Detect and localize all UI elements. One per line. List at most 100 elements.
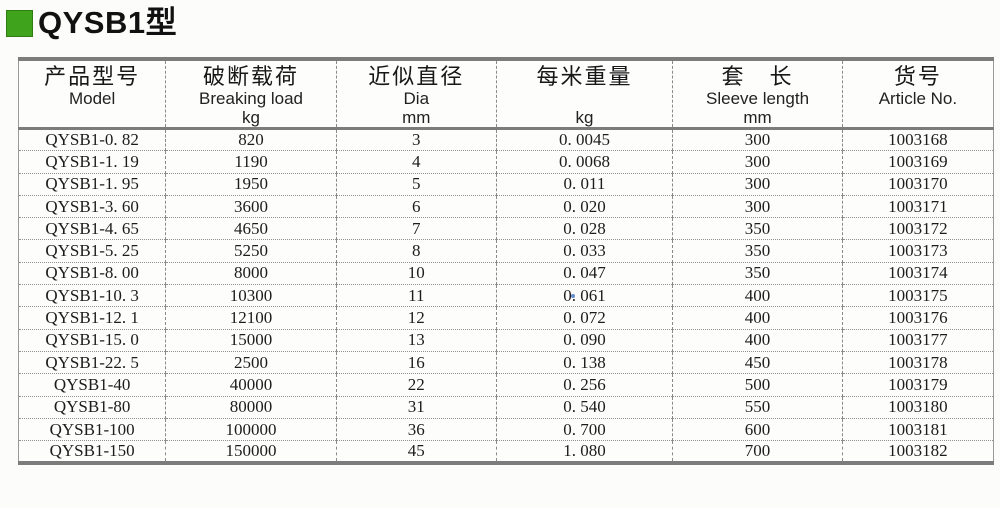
spec-table: 产品型号 Model 破断载荷 Breaking load kg 近似直径 Di… (17, 57, 995, 466)
table-cell: 1190 (165, 150, 337, 174)
table-cell: 12 (335, 306, 497, 330)
table-row: QYSB1-5. 25 5250 8 0. 033 350 1003173 (17, 239, 995, 263)
table-cell: 350 (672, 261, 843, 285)
table-cell: 1003168 (841, 127, 995, 151)
col-header-sleeve-length-unit: mm (743, 108, 772, 127)
table-cell: 0. 0068 (495, 150, 674, 174)
col-header-dia-en: Dia (403, 89, 430, 108)
table-cell: 10300 (165, 284, 337, 307)
table-cell: 3600 (165, 194, 337, 218)
table-cell: 1. 080 (495, 440, 674, 464)
table-cell: 4650 (165, 217, 337, 240)
col-header-breaking-load-unit: kg (242, 108, 261, 127)
table-cell: 150000 (165, 440, 337, 464)
table-row: QYSB1-12. 1 12100 12 0. 072 400 1003176 (17, 306, 995, 330)
table-cell: QYSB1-3. 60 (17, 194, 167, 218)
table-cell: 0. 020 (495, 194, 674, 218)
col-header-model: 产品型号 Model (17, 59, 167, 130)
table-cell: 400 (672, 306, 843, 330)
table-cell: 6 (335, 194, 497, 218)
table-cell: 1003182 (841, 440, 995, 464)
table-cell: 820 (165, 127, 337, 151)
table-cell: 450 (672, 350, 843, 374)
col-header-weight-per-meter: 每米重量 kg (495, 59, 674, 130)
table-cell: 1003180 (841, 395, 995, 419)
table-cell: 1003181 (841, 417, 995, 441)
table-cell: 0. 072 (495, 306, 674, 330)
table-cell: QYSB1-12. 1 (17, 306, 167, 330)
table-cell: 45 (335, 440, 497, 464)
table-cell: 1003173 (841, 239, 995, 263)
table-body: QYSB1-0. 82 820 3 0. 0045 300 1003168 QYSB1-1.… (17, 127, 995, 464)
col-header-breaking-load-zh: 破断载荷 (203, 64, 300, 89)
table-cell: 700 (672, 440, 843, 464)
col-header-dia: 近似直径 Dia mm (335, 59, 497, 130)
table-cell: 0. 256 (495, 373, 674, 397)
table-cell: 400 (672, 328, 843, 352)
table-cell: 1003172 (841, 217, 995, 240)
table-cell: 1003178 (841, 350, 995, 374)
table-cell: 10 (335, 261, 497, 285)
table-row: QYSB1-3. 60 3600 6 0. 020 300 1003171 (17, 194, 995, 218)
table-cell: 300 (672, 150, 843, 174)
col-header-article-no-zh: 货号 (893, 64, 942, 89)
spec-table-container: 产品型号 Model 破断载荷 Breaking load kg 近似直径 Di… (17, 57, 995, 466)
table-cell: 13 (335, 328, 497, 352)
col-header-breaking-load-en: Breaking load (199, 89, 304, 108)
table-cell: 100000 (165, 417, 337, 441)
table-cell: QYSB1-22. 5 (17, 350, 167, 374)
page-title: QYSB1型 (38, 5, 178, 40)
scan-artifact-dot (571, 294, 575, 298)
table-cell: 0. 090 (495, 328, 674, 352)
table-cell: 16 (335, 350, 497, 374)
table-cell: QYSB1-0. 82 (17, 127, 167, 151)
table-cell: 0. 0045 (495, 127, 674, 151)
table-row: QYSB1-80 80000 31 0. 540 550 1003180 (17, 395, 995, 419)
table-row: QYSB1-8. 00 8000 10 0. 047 350 1003174 (17, 261, 995, 285)
table-cell: 500 (672, 373, 843, 397)
table-cell: QYSB1-150 (17, 440, 167, 464)
green-square-icon (6, 9, 33, 37)
page-header: QYSB1型 (6, 6, 177, 40)
table-cell: 31 (335, 395, 497, 419)
table-cell: 0. 011 (495, 172, 674, 196)
col-header-model-en: Model (68, 89, 116, 108)
col-header-model-unit (19, 108, 165, 127)
table-cell: 5250 (165, 239, 337, 263)
table-cell: 8 (335, 239, 497, 263)
table-cell: 300 (672, 194, 843, 218)
table-cell: 4 (335, 150, 497, 174)
col-header-article-no: 货号 Article No. (841, 59, 995, 130)
table-row: QYSB1-22. 5 2500 16 0. 138 450 1003178 (17, 350, 995, 374)
table-cell: 1003170 (841, 172, 995, 196)
table-cell: 0. 047 (495, 261, 674, 285)
table-cell: 0. 033 (495, 239, 674, 263)
table-cell: QYSB1-5. 25 (17, 239, 167, 263)
table-cell: QYSB1-15. 0 (17, 328, 167, 352)
col-header-weight-per-meter-en (497, 89, 672, 108)
table-cell: 300 (672, 172, 843, 196)
table-cell: 350 (672, 239, 843, 263)
table-cell: 0. 061 (495, 284, 674, 307)
table-cell: 5 (335, 172, 497, 196)
table-cell: 1003177 (841, 328, 995, 352)
table-cell: 1003169 (841, 150, 995, 174)
table-cell: 36 (335, 417, 497, 441)
table-cell: 12100 (165, 306, 337, 330)
table-cell: 0. 700 (495, 417, 674, 441)
table-cell: 3 (335, 127, 497, 151)
table-header: 产品型号 Model 破断载荷 Breaking load kg 近似直径 Di… (17, 59, 995, 130)
col-header-model-zh: 产品型号 (44, 64, 141, 89)
table-cell: 1003171 (841, 194, 995, 218)
col-header-dia-unit: mm (402, 108, 431, 127)
table-cell: 8000 (165, 261, 337, 285)
table-cell: QYSB1-40 (17, 373, 167, 397)
table-row: QYSB1-15. 0 15000 13 0. 090 400 1003177 (17, 328, 995, 352)
table-cell: 15000 (165, 328, 337, 352)
col-header-weight-per-meter-unit: kg (575, 108, 594, 127)
table-cell: 1950 (165, 172, 337, 196)
table-cell: QYSB1-8. 00 (17, 261, 167, 285)
col-header-sleeve-length-zh: 套 长 (721, 64, 794, 89)
table-cell: 350 (672, 217, 843, 240)
table-cell: 1003174 (841, 261, 995, 285)
